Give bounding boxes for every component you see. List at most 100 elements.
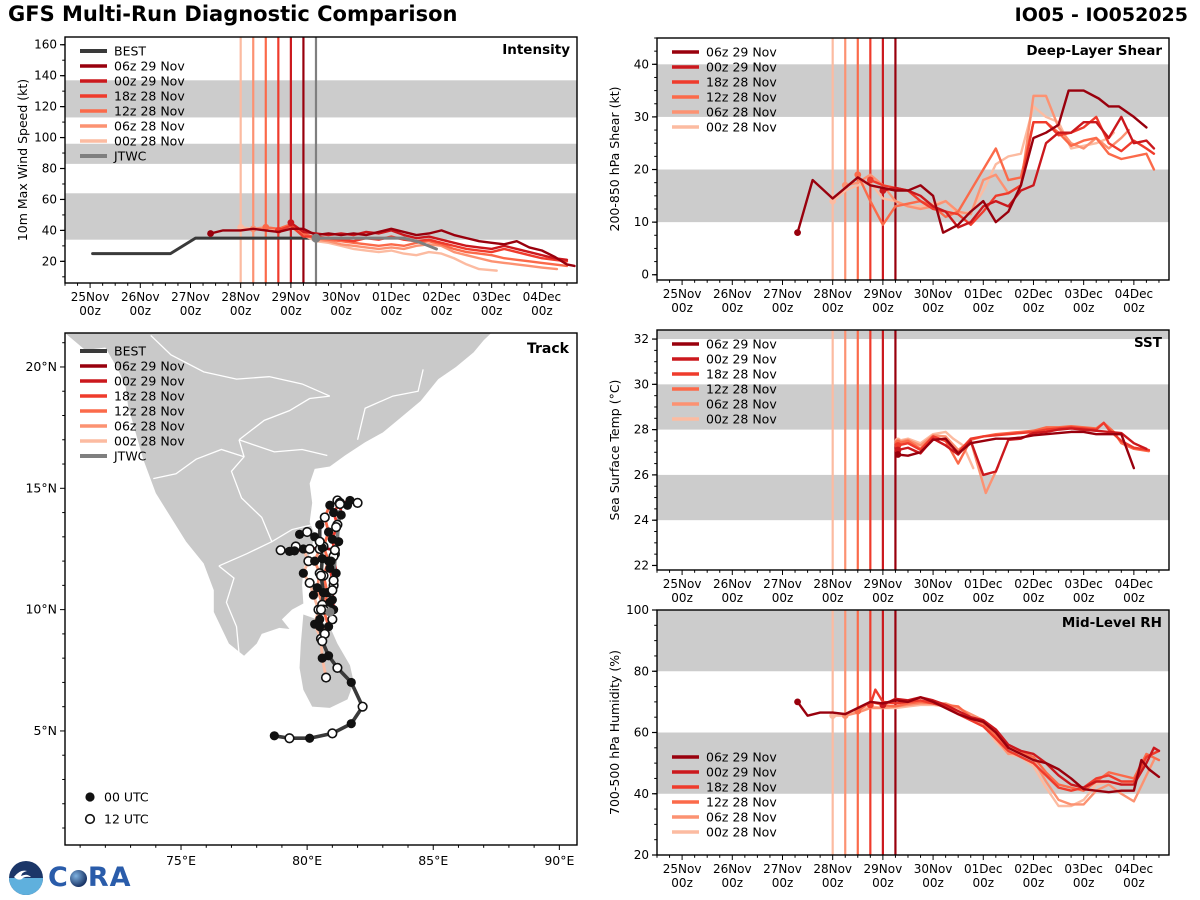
svg-text:80°E: 80°E xyxy=(292,853,322,868)
svg-text:00z: 00z xyxy=(1023,301,1045,315)
cira-globe-icon xyxy=(69,869,87,887)
y-axis-label: Sea Surface Temp (°C) xyxy=(607,380,622,521)
svg-text:00z 28 Nov: 00z 28 Nov xyxy=(706,120,777,135)
svg-text:12z 28 Nov: 12z 28 Nov xyxy=(706,382,777,397)
series-start-marker xyxy=(894,451,902,458)
state-boundary xyxy=(230,439,273,542)
series-lines xyxy=(794,688,1161,808)
series-r12z28 xyxy=(856,120,1156,226)
svg-text:00z: 00z xyxy=(1073,591,1095,602)
map-area xyxy=(65,333,492,744)
page-title: GFS Multi-Run Diagnostic Comparison xyxy=(8,2,458,26)
svg-text:25Nov: 25Nov xyxy=(663,287,702,301)
track-point-12utc xyxy=(275,545,286,556)
state-boundary xyxy=(238,395,330,441)
category-bands xyxy=(657,610,1169,794)
init-time-vlines xyxy=(831,330,897,570)
svg-text:00z 28 Nov: 00z 28 Nov xyxy=(114,134,185,149)
svg-text:00z: 00z xyxy=(671,301,693,315)
rh-chart: 25Nov00z26Nov00z27Nov00z28Nov00z29Nov00z… xyxy=(607,603,1170,890)
series-r06z28 xyxy=(896,434,1000,495)
svg-text:18z 28 Nov: 18z 28 Nov xyxy=(706,75,777,90)
svg-text:40: 40 xyxy=(634,57,649,71)
svg-text:00z: 00z xyxy=(772,301,794,315)
series-start-marker xyxy=(311,233,321,243)
svg-text:25Nov: 25Nov xyxy=(663,862,702,876)
series-r00z28 xyxy=(831,105,1115,216)
series-r06z29 xyxy=(796,696,1161,794)
svg-text:60: 60 xyxy=(634,726,649,740)
svg-text:06z 29 Nov: 06z 29 Nov xyxy=(706,750,777,765)
track-point-12utc xyxy=(314,536,325,547)
track-point-12utc xyxy=(331,522,342,533)
track-point-00utc xyxy=(269,731,279,741)
svg-text:80: 80 xyxy=(42,162,57,176)
series-jtwc xyxy=(314,236,438,251)
track-point-00utc xyxy=(336,510,346,520)
track-map: 75°E 80°E 85°E 90°E 5°N 10°N 15°N 20°N Track BEST… xyxy=(25,332,578,868)
svg-text:JTWC: JTWC xyxy=(113,149,147,164)
svg-text:00z 29 Nov: 00z 29 Nov xyxy=(706,352,777,367)
svg-text:00z: 00z xyxy=(1073,876,1095,890)
track-point-00utc xyxy=(308,590,319,600)
svg-text:00z: 00z xyxy=(230,304,252,318)
svg-text:00z: 00z xyxy=(671,876,693,890)
svg-text:02Dec: 02Dec xyxy=(422,290,461,304)
agency-logos: C RA xyxy=(8,858,158,898)
svg-text:75°E: 75°E xyxy=(166,853,196,868)
svg-text:20°N: 20°N xyxy=(25,359,57,374)
open-circle-icon xyxy=(84,813,96,825)
svg-text:29Nov: 29Nov xyxy=(864,577,903,591)
svg-text:04Dec: 04Dec xyxy=(1115,862,1154,876)
track-point-00utc xyxy=(310,556,320,566)
init-time-vlines xyxy=(239,37,318,283)
svg-text:00z: 00z xyxy=(671,591,693,602)
svg-text:20: 20 xyxy=(634,163,649,177)
svg-text:01Dec: 01Dec xyxy=(372,290,411,304)
svg-text:40: 40 xyxy=(42,223,57,237)
svg-text:00z: 00z xyxy=(431,304,453,318)
svg-text:18z 28 Nov: 18z 28 Nov xyxy=(706,367,777,382)
series-start-marker xyxy=(854,171,862,179)
svg-text:01Dec: 01Dec xyxy=(964,287,1003,301)
svg-text:80: 80 xyxy=(634,664,649,678)
svg-text:28Nov: 28Nov xyxy=(813,862,852,876)
svg-text:06z 29 Nov: 06z 29 Nov xyxy=(706,337,777,352)
svg-text:03Dec: 03Dec xyxy=(472,290,511,304)
svg-text:00z: 00z xyxy=(280,304,302,318)
svg-text:32: 32 xyxy=(634,332,649,346)
intensity-chart: 25Nov00z26Nov00z27Nov00z28Nov00z29Nov00z… xyxy=(15,36,578,318)
svg-text:04Dec: 04Dec xyxy=(1115,577,1154,591)
track-point-00utc xyxy=(346,719,356,729)
svg-text:04Dec: 04Dec xyxy=(1115,287,1154,301)
track-point-00utc xyxy=(323,622,334,632)
track-point-12utc xyxy=(328,575,339,586)
y-axis: 20 40 60 80 100 700-500 hPa Humidity (%) xyxy=(607,603,657,862)
x-axis: 25Nov00z26Nov00z27Nov00z28Nov00z29Nov00z… xyxy=(656,280,1160,315)
svg-text:15°N: 15°N xyxy=(25,480,57,495)
panel-title: Track xyxy=(527,341,570,357)
track-point-12utc xyxy=(320,672,332,683)
track-point-00utc xyxy=(326,556,336,566)
svg-text:JTWC: JTWC xyxy=(113,449,147,464)
svg-text:29Nov: 29Nov xyxy=(864,287,903,301)
track-point-00utc xyxy=(315,622,325,632)
svg-text:03Dec: 03Dec xyxy=(1064,862,1103,876)
svg-text:27Nov: 27Nov xyxy=(763,287,802,301)
track-point-00utc xyxy=(325,563,335,573)
x-axis: 25Nov00z26Nov00z27Nov00z28Nov00z29Nov00z… xyxy=(656,855,1160,890)
state-boundary xyxy=(153,448,245,480)
track-point-00utc xyxy=(334,537,344,547)
series-start-marker xyxy=(794,698,801,706)
x-axis: 25Nov00z26Nov00z27Nov00z28Nov00z29Nov00z… xyxy=(656,570,1160,602)
svg-text:00z: 00z xyxy=(722,301,744,315)
y-axis: 20 40 60 80 100 120 140 160 10m Max Wind Speed (… xyxy=(15,38,65,278)
svg-text:02Dec: 02Dec xyxy=(1014,287,1053,301)
svg-text:00z: 00z xyxy=(922,876,944,890)
svg-text:00z: 00z xyxy=(872,301,894,315)
panel-title: SST xyxy=(1134,335,1163,351)
y-axis: 22 24 26 28 30 32 Sea Surface Temp (°C) xyxy=(607,332,657,572)
